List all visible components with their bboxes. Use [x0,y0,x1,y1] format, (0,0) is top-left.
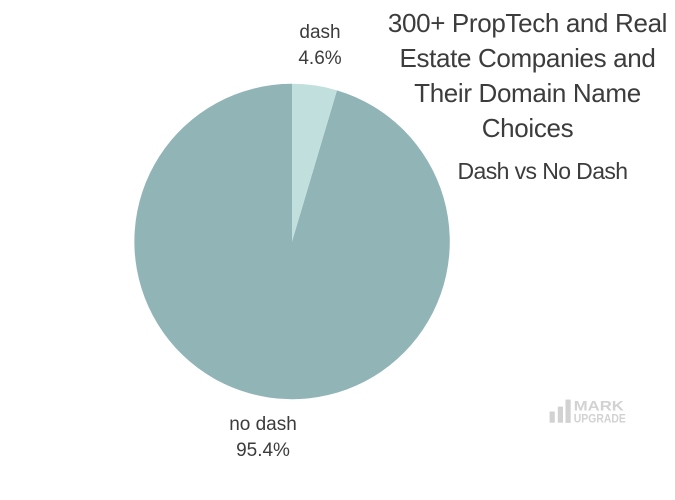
svg-text:MARK: MARK [574,399,624,414]
svg-text:UPGRADE: UPGRADE [574,411,626,425]
